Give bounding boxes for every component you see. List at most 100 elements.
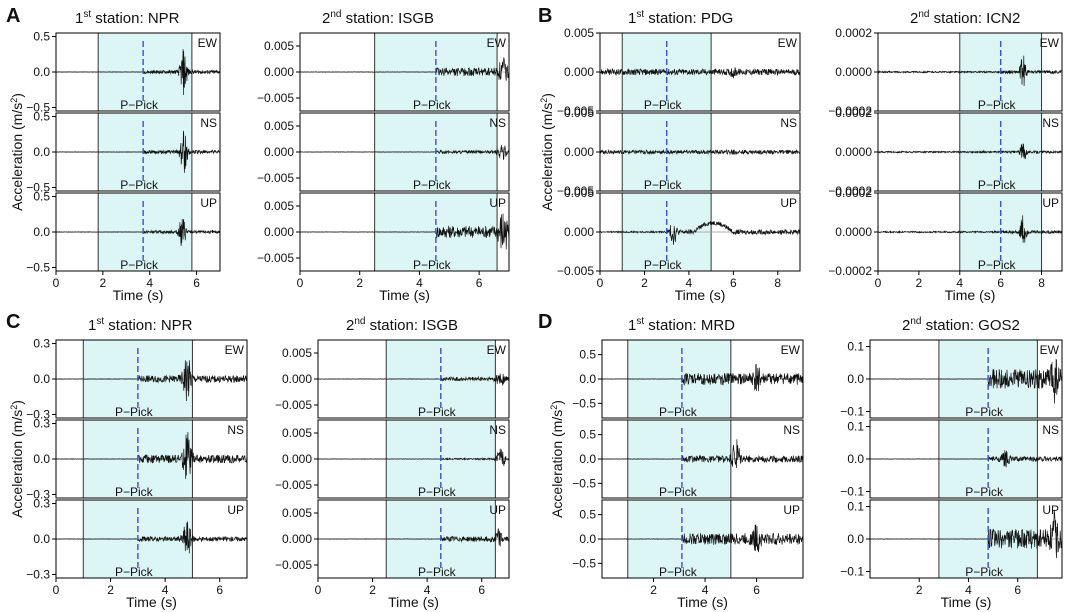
- chart-a-npr: 1st station: NPRP−PickEW−0.50.00.5P−Pick…: [9, 9, 221, 303]
- title-station: station: ISGB: [341, 10, 434, 27]
- title-ordinal: st: [96, 316, 104, 327]
- subplot-ns: P−Pick NS −0.1 0.0 0.1: [840, 419, 1063, 499]
- x-tick-label: 4: [146, 276, 153, 290]
- p-pick-label: P−Pick: [965, 565, 1004, 579]
- p-pick-label: P−Pick: [659, 565, 698, 579]
- x-tick-label: 0: [297, 276, 304, 290]
- y-tick-label: 0.0002: [835, 106, 872, 120]
- y-tick-label: 0.5: [33, 190, 50, 204]
- p-pick-label: P−Pick: [978, 178, 1017, 192]
- title-order: 1: [75, 10, 83, 27]
- ylabel-sup: 2: [9, 405, 19, 410]
- x-tick-label: 0: [597, 276, 604, 290]
- y-tick-label: −0.5: [572, 556, 596, 570]
- y-tick-label: 0.1: [847, 340, 864, 354]
- ylabel-text: Acceleration (m/s: [539, 103, 555, 211]
- x-tick-label: 8: [774, 276, 781, 290]
- y-tick-label: −0.1: [840, 485, 864, 499]
- x-axis-label: Time (s): [945, 287, 996, 303]
- chart-title: 1st station: NPR: [88, 316, 193, 334]
- waveform-trace: [299, 145, 510, 160]
- ylabel-close: ): [9, 93, 25, 98]
- chart-title: 2nd station: GOS2: [902, 316, 1020, 334]
- title-ordinal: st: [636, 316, 644, 327]
- y-tick-label: 0.000: [282, 372, 312, 386]
- x-tick-label: 6: [216, 583, 223, 597]
- title-station: station: MRD: [644, 317, 735, 334]
- p-pick-label: P−Pick: [978, 98, 1017, 112]
- waveform-trace: [55, 130, 221, 173]
- y-tick-label: 0.005: [282, 346, 312, 360]
- x-tick-label: 2: [356, 276, 363, 290]
- waveform-trace: [877, 55, 1063, 87]
- ylabel-sup: 2: [539, 98, 549, 103]
- waveform-trace: [55, 49, 221, 96]
- y-tick-label: 0.000: [264, 145, 294, 159]
- subplot-ew: P−Pick EW −0.5 0.0 0.5: [26, 30, 221, 114]
- p-pick-label: P−Pick: [965, 405, 1004, 419]
- y-axis-label: Acceleration (m/s2): [549, 400, 565, 518]
- y-tick-label: −0.005: [257, 251, 294, 265]
- ylabel-text: Acceleration (m/s: [549, 410, 565, 518]
- chart-title: 1st station: PDG: [628, 9, 733, 27]
- y-tick-label: −0.005: [557, 184, 594, 198]
- y-tick-label: −0.5: [26, 100, 50, 114]
- y-tick-label: −0.005: [257, 171, 294, 185]
- title-station: station: ISGB: [365, 317, 458, 334]
- y-tick-label: −0.005: [557, 264, 594, 278]
- y-tick-label: −0.005: [275, 398, 312, 412]
- subplot-up: P−Pick UP −0.3 0.0 0.3: [26, 497, 248, 581]
- subplot-up: P−Pick UP −0.5 0.0 0.5: [26, 190, 221, 274]
- y-tick-label: 0.1: [847, 420, 864, 434]
- x-axis-label: Time (s): [677, 594, 728, 610]
- y-tick-label: 0.3: [33, 337, 50, 351]
- x-axis-label: Time (s): [126, 594, 177, 610]
- chart-d-gos2: 2nd station: GOS2P−PickEW−0.10.00.1P−Pic…: [840, 316, 1063, 610]
- waveform-trace: [299, 213, 510, 250]
- subplot-ew: P−Pick EW −0.005 0.000 0.005: [275, 339, 510, 419]
- y-tick-label: 0.5: [33, 30, 50, 44]
- p-pick-label: P−Pick: [418, 565, 457, 579]
- component-label: NS: [783, 423, 800, 437]
- p-pick-label: P−Pick: [115, 485, 154, 499]
- subplot-up: P−Pick UP −0.005 0.000 0.005: [257, 192, 510, 272]
- subplot-ew: P−Pick EW −0.1 0.0 0.1: [840, 339, 1063, 419]
- y-tick-label: 0.0000: [835, 65, 872, 79]
- subplot-ns: P−Pick NS −0.005 0.000 0.005: [257, 112, 510, 192]
- waveform-trace: [599, 67, 801, 79]
- p-pick-label: P−Pick: [644, 98, 683, 112]
- title-order: 2: [322, 10, 330, 27]
- y-tick-label: 0.0: [579, 372, 596, 386]
- subplot-ew: P−Pick EW −0.005 0.000 0.005: [557, 26, 801, 118]
- waveform-trace: [55, 218, 221, 246]
- title-ordinal: nd: [918, 9, 929, 20]
- ylabel-close: ): [539, 93, 555, 98]
- x-tick-label: 6: [997, 276, 1004, 290]
- p-pick-label: P−Pick: [418, 405, 457, 419]
- x-tick-label: 6: [730, 276, 737, 290]
- waveform-trace: [299, 57, 510, 81]
- title-station: station: PDG: [644, 10, 733, 27]
- p-pick-label: P−Pick: [418, 485, 457, 499]
- y-axis-label: Acceleration (m/s2): [9, 93, 25, 211]
- chart-title: 2nd station: ISGB: [346, 316, 458, 334]
- chart-b-icn2: 2nd station: ICN2P−PickEW−0.00020.00000.…: [828, 9, 1063, 303]
- x-tick-label: 0: [53, 276, 60, 290]
- x-tick-label: 4: [162, 583, 169, 597]
- waveform-trace: [599, 220, 801, 245]
- component-label: UP: [200, 196, 217, 210]
- y-axis-label: Acceleration (m/s2): [9, 400, 25, 518]
- y-tick-label: 0.005: [564, 186, 594, 200]
- y-tick-label: 0.5: [579, 428, 596, 442]
- title-order: 1: [88, 317, 96, 334]
- x-tick-label: 2: [369, 583, 376, 597]
- x-tick-label: 4: [965, 583, 972, 597]
- x-tick-label: 4: [702, 583, 709, 597]
- waveform-trace: [55, 360, 248, 402]
- x-tick-label: 2: [916, 276, 923, 290]
- subplot-ew: P−Pick EW −0.3 0.0 0.3: [26, 337, 248, 421]
- chart-b-pdg: 1st station: PDG P−Pick EW −0.005 0.000 0.005…: [539, 9, 801, 303]
- x-tick-label: 8: [1038, 276, 1045, 290]
- y-tick-label: 0.0: [579, 452, 596, 466]
